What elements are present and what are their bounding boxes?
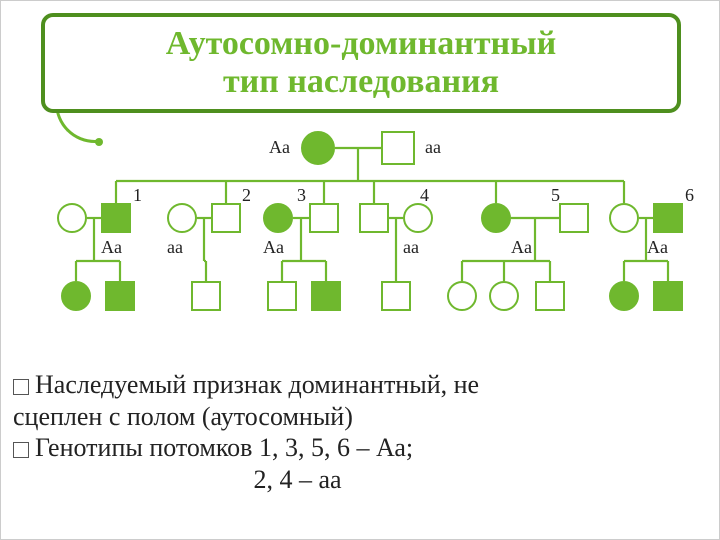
gen3-node-6 [381, 281, 411, 311]
gen2-female-1 [57, 203, 87, 233]
title-line-2: тип наследования [223, 63, 499, 101]
gen2-female-6 [609, 203, 639, 233]
bullet-box-icon [13, 379, 29, 395]
gen2-male-1 [101, 203, 131, 233]
gen1-father [381, 131, 415, 165]
gen2-genotype-1: Aa [101, 237, 122, 258]
gen3-node-8 [489, 281, 519, 311]
gen3-node-7 [447, 281, 477, 311]
bullet-box-icon [13, 442, 29, 458]
gen2-male-4 [359, 203, 389, 233]
gen1-label-left: Aa [269, 137, 290, 158]
caption-line-3: Генотипы потомков 1, 3, 5, 6 – Аа; [13, 432, 707, 464]
gen1-label-right: aa [425, 137, 441, 158]
title-box: Аутосомно-доминантный тип наследования [41, 13, 681, 113]
gen2-genotype-3: Aa [263, 237, 284, 258]
gen3-node-3 [191, 281, 221, 311]
pair-number-4: 4 [420, 185, 429, 206]
pair-number-6: 6 [685, 185, 694, 206]
gen2-female-5 [481, 203, 511, 233]
pair-number-3: 3 [297, 185, 306, 206]
gen3-node-2 [105, 281, 135, 311]
gen2-male-2 [211, 203, 241, 233]
pair-number-2: 2 [242, 185, 251, 206]
pair-number-5: 5 [551, 185, 560, 206]
gen1-mother [301, 131, 335, 165]
caption-line-4: 2, 4 – аа [13, 464, 707, 496]
pair-number-1: 1 [133, 185, 142, 206]
gen2-male-5 [559, 203, 589, 233]
pedigree-chart: Aa aa 1 Aa 2 aa 3 Aa 4 aa 5 Aa 6 Aa [1, 111, 720, 341]
gen2-male-3 [309, 203, 339, 233]
gen2-genotype-6: Aa [647, 237, 668, 258]
caption-block: Наследуемый признак доминантный, не сцеп… [13, 369, 707, 496]
gen2-female-3 [263, 203, 293, 233]
gen2-genotype-5: Aa [511, 237, 532, 258]
gen3-node-5 [311, 281, 341, 311]
gen2-male-6 [653, 203, 683, 233]
gen2-genotype-2: aa [167, 237, 183, 258]
caption-line-1: Наследуемый признак доминантный, не [13, 369, 707, 401]
gen3-node-9 [535, 281, 565, 311]
gen3-node-4 [267, 281, 297, 311]
gen2-female-2 [167, 203, 197, 233]
gen3-node-11 [653, 281, 683, 311]
caption-line-2: сцеплен с полом (аутосомный) [13, 401, 707, 433]
gen3-node-10 [609, 281, 639, 311]
gen3-node-1 [61, 281, 91, 311]
gen2-genotype-4: aa [403, 237, 419, 258]
gen2-female-4 [403, 203, 433, 233]
title-line-1: Аутосомно-доминантный [166, 25, 557, 63]
